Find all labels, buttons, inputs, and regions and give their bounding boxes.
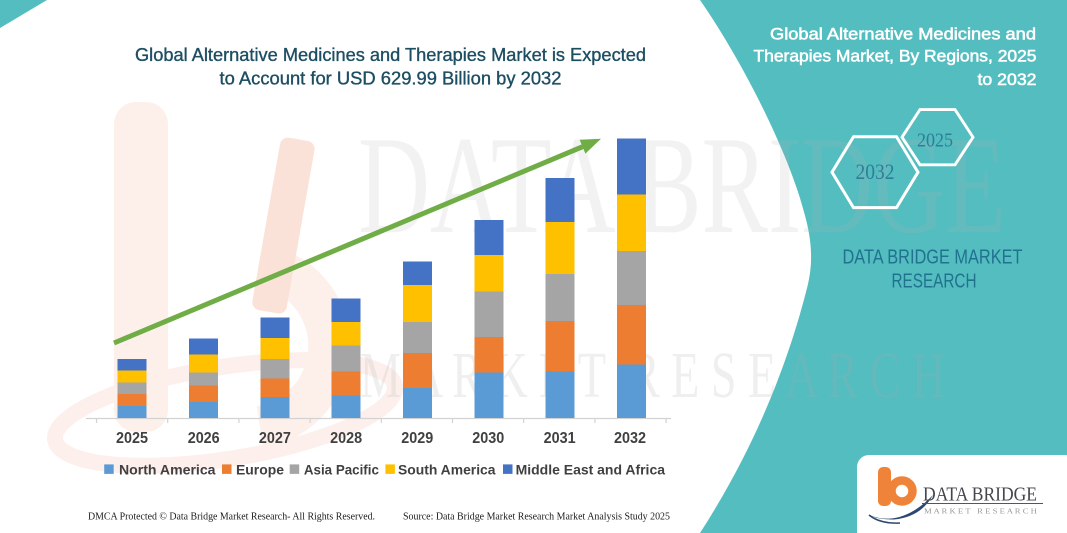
svg-text:2025: 2025	[917, 130, 953, 152]
svg-text:DATA BRIDGE: DATA BRIDGE	[923, 484, 1037, 506]
svg-text:M A R K E T R E S E A R C H: M A R K E T R E S E A R C H	[924, 507, 1038, 516]
svg-text:DMCA Protected © Data Bridge M: DMCA Protected © Data Bridge Market Rese…	[88, 511, 375, 523]
svg-text:to Account for USD 629.99 Bill: to Account for USD 629.99 Billion by 203…	[220, 69, 562, 89]
svg-text:to 2032: to 2032	[978, 71, 1037, 89]
svg-text:2026: 2026	[188, 430, 220, 447]
svg-text:Therapies Market, By Regions,: Therapies Market, By Regions, 2025	[754, 48, 1037, 66]
svg-text:2032: 2032	[856, 159, 895, 184]
svg-text:2027: 2027	[259, 430, 291, 447]
svg-text:DATA BRIDGE MARKET: DATA BRIDGE MARKET	[843, 246, 1023, 269]
svg-text:2030: 2030	[472, 430, 504, 447]
svg-text:2029: 2029	[401, 430, 433, 447]
svg-text:Europe: Europe	[236, 462, 284, 478]
svg-text:North America: North America	[119, 462, 216, 478]
svg-text:2028: 2028	[330, 430, 362, 447]
svg-text:2025: 2025	[116, 430, 148, 447]
svg-text:DATA BRIDGE: DATA BRIDGE	[358, 108, 1006, 263]
svg-text:Source: Data Bridge Market Res: Source: Data Bridge Market Research Mark…	[403, 511, 670, 523]
svg-text:RESEARCH: RESEARCH	[892, 270, 977, 293]
svg-text:Asia Pacific: Asia Pacific	[304, 462, 379, 478]
svg-text:Global Alternative Medicines a: Global Alternative Medicines and Therapi…	[135, 45, 646, 65]
svg-text:Global Alternative Medicines a: Global Alternative Medicines and	[770, 26, 1036, 44]
svg-text:Middle East and Africa: Middle East and Africa	[516, 462, 666, 478]
svg-text:2031: 2031	[544, 430, 576, 447]
svg-text:2032: 2032	[614, 430, 646, 447]
svg-text:South America: South America	[398, 462, 496, 478]
svg-text:M A R K E T R E S E A R C H: M A R K E T R E S E A R C H	[360, 339, 945, 412]
